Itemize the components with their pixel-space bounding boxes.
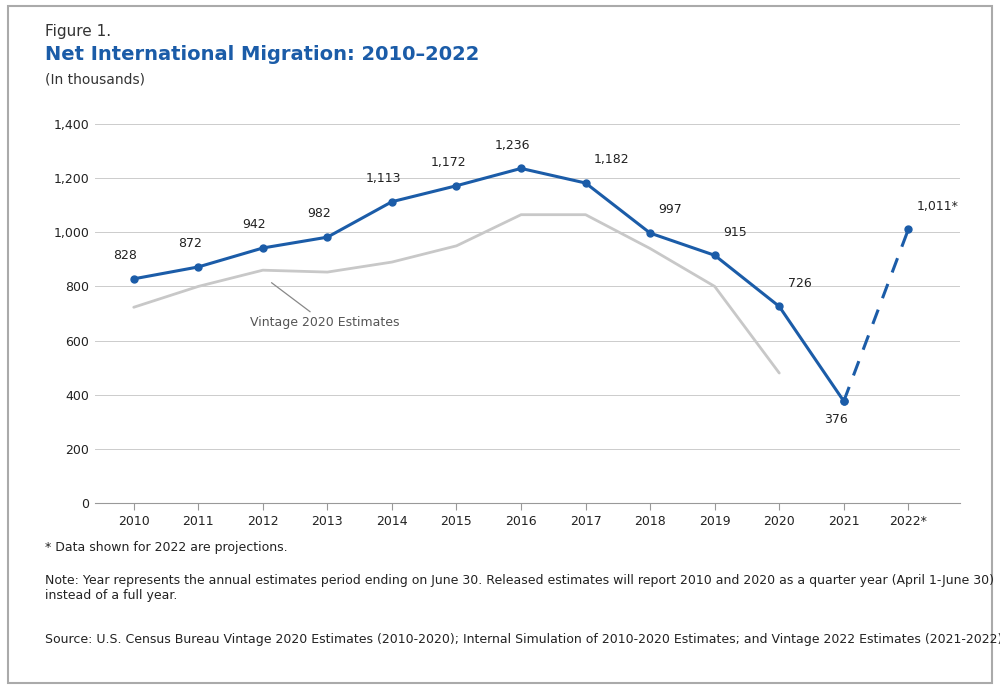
Text: 1,172: 1,172 [430, 156, 466, 169]
Text: 726: 726 [788, 277, 811, 290]
Text: 376: 376 [824, 413, 847, 426]
Text: 982: 982 [307, 207, 331, 220]
Text: 1,011*: 1,011* [917, 200, 959, 213]
Text: (In thousands): (In thousands) [45, 72, 145, 86]
Text: Vintage 2020 Estimates: Vintage 2020 Estimates [250, 282, 399, 329]
Text: 942: 942 [243, 218, 266, 232]
Text: Figure 1.: Figure 1. [45, 24, 111, 39]
Text: 997: 997 [658, 203, 682, 216]
Text: * Data shown for 2022 are projections.: * Data shown for 2022 are projections. [45, 541, 288, 554]
Text: 915: 915 [723, 225, 747, 238]
Text: 1,113: 1,113 [366, 172, 401, 185]
Text: 1,182: 1,182 [594, 154, 630, 166]
Text: Net International Migration: 2010–2022: Net International Migration: 2010–2022 [45, 45, 479, 64]
Text: 1,236: 1,236 [495, 138, 530, 152]
Text: 828: 828 [113, 249, 137, 263]
Text: Note: Year represents the annual estimates period ending on June 30. Released es: Note: Year represents the annual estimat… [45, 574, 994, 602]
Text: Source: U.S. Census Bureau Vintage 2020 Estimates (2010-2020); Internal Simulati: Source: U.S. Census Bureau Vintage 2020 … [45, 633, 1000, 646]
Text: 872: 872 [178, 237, 202, 250]
